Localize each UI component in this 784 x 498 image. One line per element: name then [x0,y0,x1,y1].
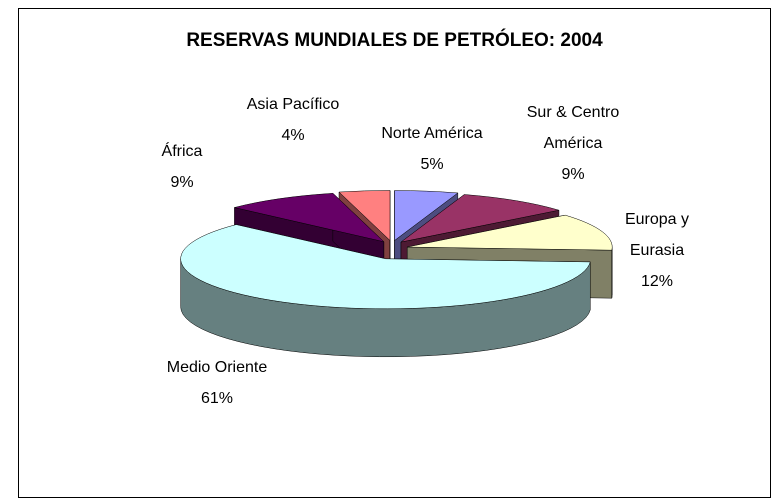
slice-category-label: Europa y Eurasia [607,204,707,266]
slice-value-label: 5% [367,149,497,180]
slice-category-label: Norte América [367,118,497,149]
slice-value-label: 61% [142,383,292,414]
slice-value-label: 12% [607,266,707,297]
slice-value-label: 4% [223,120,363,151]
slice-category-label: África [142,136,222,167]
slice-category-label: Medio Oriente [142,352,292,383]
slice-category-label: Asia Pacífico [223,89,363,120]
slice-value-label: 9% [142,167,222,198]
slice-value-label: 9% [513,159,633,190]
slice-category-label: Sur & Centro América [513,97,633,159]
